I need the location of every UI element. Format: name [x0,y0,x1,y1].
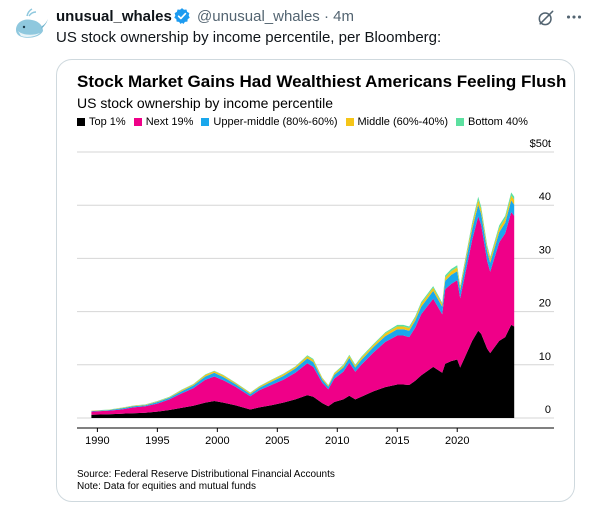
legend-item: Middle (60%-40%) [345,116,448,128]
grok-icon[interactable] [536,8,556,28]
x-tick-label: 2000 [205,435,229,447]
series-area [91,212,515,415]
chart-legend: Top 1% Next 19% Upper-middle (80%-60%) Midd… [77,116,536,128]
y-tick-label: 30 [539,244,551,256]
y-tick-label: 0 [545,404,551,416]
whale-icon [16,8,48,38]
y-tick-label: 20 [539,298,551,310]
y-unit-label: $50t [530,138,551,150]
legend-label: Bottom 40% [468,116,528,128]
post-time[interactable]: 4m [333,8,354,25]
x-tick-label: 2010 [325,435,349,447]
author-handle[interactable]: @unusual_whales [197,8,320,25]
x-tick-label: 1995 [145,435,169,447]
x-tick-label: 2020 [445,435,469,447]
chart-title: Stock Market Gains Had Wealthiest Americ… [77,72,567,91]
legend-label: Next 19% [145,116,194,128]
chart-card[interactable]: Stock Market Gains Had Wealthiest Americ… [56,59,575,502]
y-tick-label: 10 [539,351,551,363]
y-tick-label: 40 [539,191,551,203]
author-name[interactable]: unusual_whales [56,8,172,25]
legend-label: Upper-middle (80%-60%) [213,116,338,128]
tweet-text: US stock ownership by income percentile,… [56,29,442,46]
handle-row: @unusual_whales · 4m [197,8,354,25]
chart-subtitle: US stock ownership by income percentile [77,95,334,111]
legend-swatch [133,118,142,126]
separator-dot: · [323,8,329,25]
legend-swatch [77,118,85,126]
chart-source: Source: Federal Reserve Distributional F… [77,469,335,480]
legend-swatch [201,118,210,126]
legend-swatch [456,118,464,126]
chart-note: Note: Data for equities and mutual funds [77,481,256,492]
legend-label: Top 1% [89,116,126,128]
stacked-area-chart: 0 10 20 30 40 $50t 1990 1995 2000 2005 2010 2015 202… [77,138,554,447]
series-area [91,324,515,418]
whale-avatar[interactable] [10,6,50,46]
legend-item: Upper-middle (80%-60%) [201,116,338,128]
more-icon[interactable] [563,6,585,28]
legend-label: Middle (60%-40%) [357,116,448,128]
tweet-header: unusual_whales @unusual_whales · 4m [10,6,582,46]
x-tick-label: 2015 [385,435,409,447]
legend-item: Top 1% [77,116,126,128]
x-tick-label: 2005 [265,435,289,447]
legend-item: Next 19% [133,116,194,128]
legend-item: Bottom 40% [456,116,528,128]
legend-swatch [345,118,354,126]
x-tick-label: 1990 [85,435,109,447]
verified-badge-icon [174,8,190,24]
